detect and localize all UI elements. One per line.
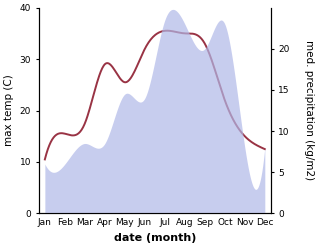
X-axis label: date (month): date (month): [114, 233, 196, 243]
Y-axis label: med. precipitation (kg/m2): med. precipitation (kg/m2): [304, 41, 314, 181]
Y-axis label: max temp (C): max temp (C): [4, 75, 14, 146]
